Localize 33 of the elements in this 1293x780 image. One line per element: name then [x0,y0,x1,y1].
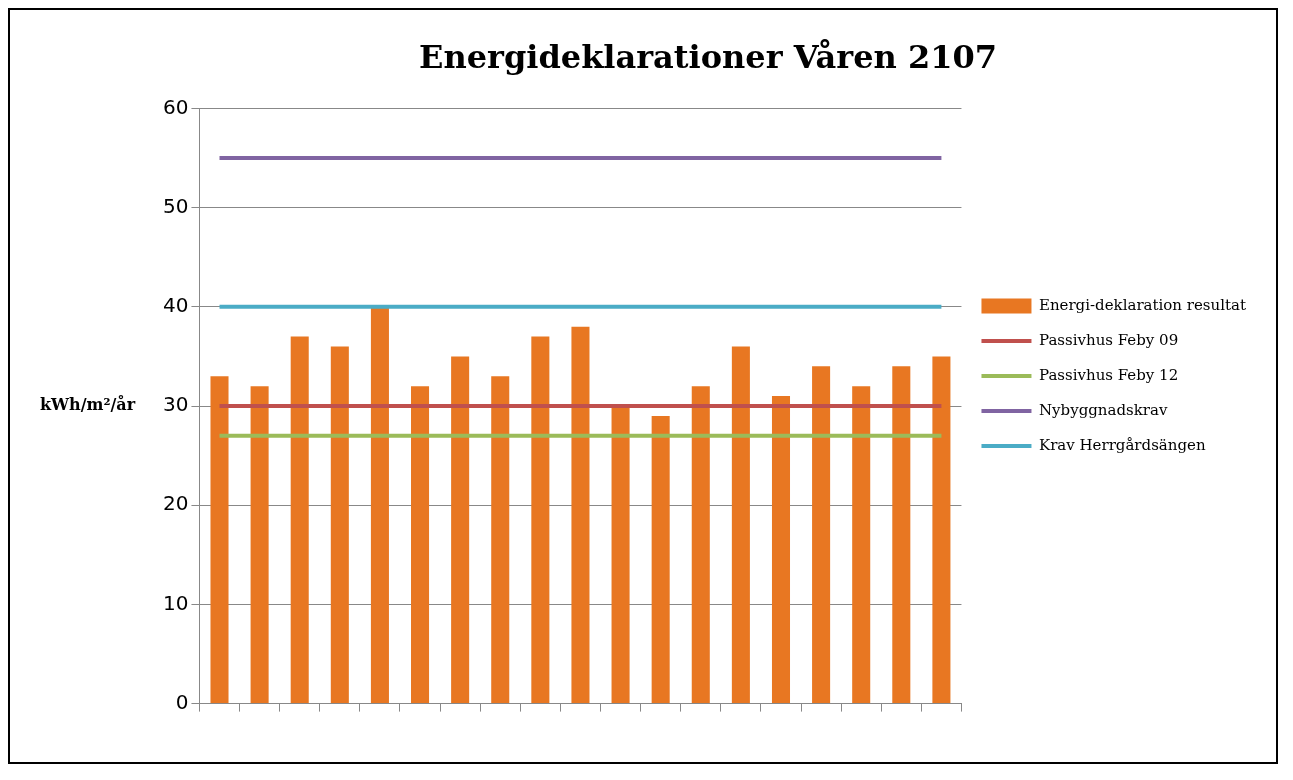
bar [691,386,710,704]
legend-label: Nybyggnadskrav [1038,400,1168,419]
bar [932,356,951,704]
bar [731,346,750,704]
legend-label: Krav Herrgårdsängen [1038,435,1206,454]
bar [290,336,309,704]
legend-label: Passivhus Feby 12 [1038,365,1179,384]
y-tick-label: 30 [163,392,189,417]
bar [250,386,269,704]
bar [852,386,871,704]
bar [210,376,229,704]
y-tick-label: 60 [163,94,189,119]
y-tick-label: 0 [175,689,189,714]
bar [611,406,630,704]
bar [651,415,670,704]
bar [330,346,349,704]
bar [491,376,510,704]
y-tick-label: 20 [163,491,189,516]
bar [892,366,911,704]
y-tick-label: 40 [163,293,189,317]
bar [451,356,470,704]
bar [771,396,791,704]
y-tick-label: 10 [163,590,189,615]
bar [370,306,389,704]
y-tick-label: 50 [163,193,189,218]
bar [411,386,430,704]
bar [531,336,550,704]
legend-label: Energi-deklaration resultat [1038,295,1247,314]
bar [812,366,831,704]
bar [571,326,590,704]
legend-label: Passivhus Feby 09 [1038,330,1179,349]
y-axis-title: kWh/m²/år [40,394,136,415]
chart-title: Energideklarationer Våren 2107 [418,37,998,76]
